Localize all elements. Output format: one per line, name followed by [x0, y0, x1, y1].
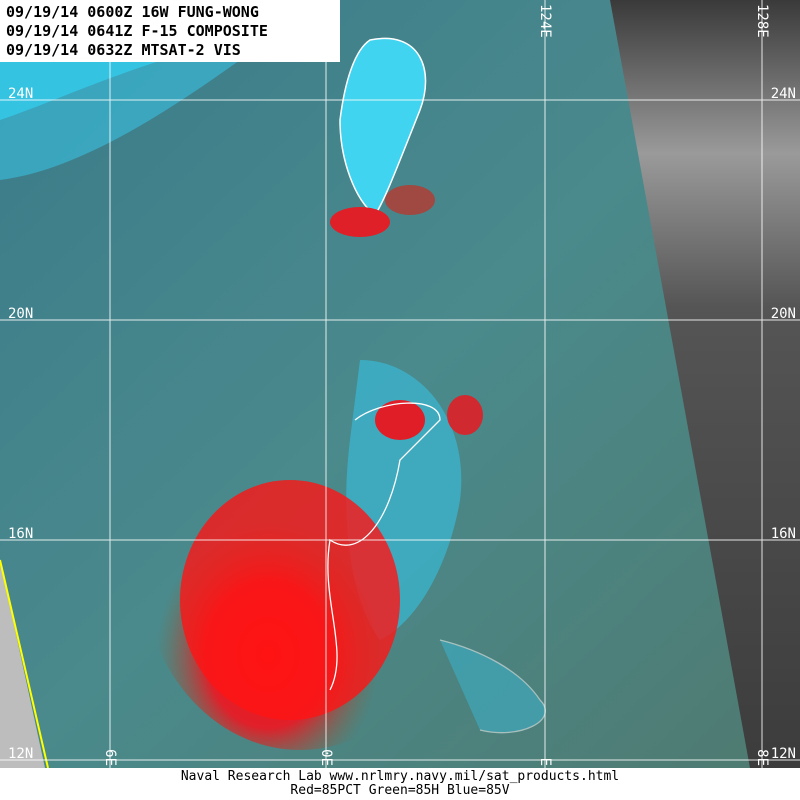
lon-label: E: [537, 758, 553, 766]
lon-label: 0E: [318, 749, 334, 766]
lon-label: 6E: [102, 749, 118, 766]
lat-label: 24N: [771, 86, 796, 102]
footer-line: Naval Research Lab www.nrlmry.navy.mil/s…: [181, 769, 619, 784]
lat-label: 20N: [8, 306, 33, 322]
footer: Naval Research Lab www.nrlmry.navy.mil/s…: [181, 769, 619, 798]
lon-label: 128E: [754, 4, 770, 38]
lat-lon-grid: [0, 0, 800, 768]
lat-label: 16N: [771, 526, 796, 542]
footer-box: [0, 768, 800, 800]
lon-label: 8E: [754, 749, 770, 766]
lat-label: 12N: [771, 746, 796, 762]
lat-labels-right: 24N 20N 16N 12N: [771, 86, 796, 762]
imagery: [0, 0, 800, 769]
lon-label: 124E: [537, 4, 553, 38]
header-line: 09/19/14 0632Z MTSAT-2 VIS: [6, 41, 241, 59]
footer-line: Red=85PCT Green=85H Blue=85V: [290, 783, 509, 798]
lat-label: 20N: [771, 306, 796, 322]
header-line: 09/19/14 0641Z F-15 COMPOSITE: [6, 22, 268, 40]
lat-labels-left: 24N 20N 16N 12N: [8, 86, 33, 762]
lat-label: 16N: [8, 526, 33, 542]
header-line: 09/19/14 0600Z 16W FUNG-WONG: [6, 3, 259, 21]
header-box: [0, 0, 340, 62]
lat-label: 24N: [8, 86, 33, 102]
lon-labels-bottom: 6E 0E E 8E: [102, 749, 770, 766]
lat-label: 12N: [8, 746, 33, 762]
